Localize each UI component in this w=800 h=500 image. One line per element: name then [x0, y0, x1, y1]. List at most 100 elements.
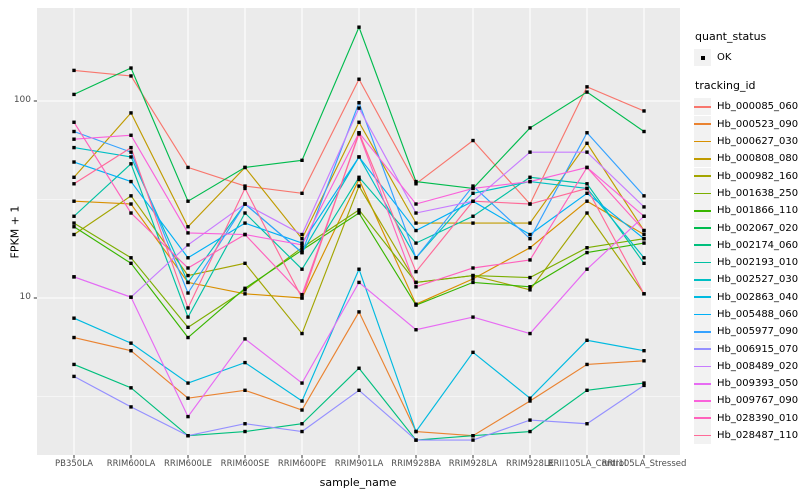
- data-point: [471, 138, 475, 143]
- legend-key: [694, 375, 711, 393]
- x-tick-label: RRIM600LA: [106, 459, 156, 469]
- legend-item-label: Hb_028390_010: [717, 412, 799, 424]
- x-tick-label: RRIM600PE: [277, 459, 327, 469]
- legend-item-Hb_002527_030: Hb_002527_030: [694, 271, 799, 289]
- data-point: [585, 250, 589, 255]
- legend-item-Hb_006915_070: Hb_006915_070: [694, 340, 798, 358]
- legend-key: [694, 392, 711, 410]
- data-point: [72, 120, 76, 124]
- x-tick-label: RRIM928BA: [391, 459, 441, 469]
- data-point: [129, 155, 133, 159]
- data-point: [642, 381, 646, 385]
- data-point: [129, 211, 133, 215]
- data-point: [357, 155, 361, 159]
- legend-key: [694, 150, 711, 168]
- data-point: [357, 208, 361, 212]
- legend-item-label: Hb_002527_030: [717, 274, 799, 286]
- legend-item-Hb_009767_090: Hb_009767_090: [694, 392, 798, 410]
- data-point: [243, 360, 247, 365]
- data-point: [585, 362, 589, 367]
- data-point: [186, 291, 190, 295]
- data-point: [243, 186, 247, 191]
- data-point: [300, 408, 304, 412]
- legend-line-swatch: [694, 261, 711, 264]
- data-point: [129, 349, 133, 353]
- data-point: [243, 184, 247, 188]
- legend-item-label: Hb_000627_030: [717, 136, 799, 148]
- legend-item-label: Hb_008489_020: [717, 360, 799, 372]
- data-point: [72, 214, 76, 218]
- legend-key: [694, 427, 711, 445]
- legend-line-swatch: [694, 244, 711, 247]
- legend-item-Hb_028487_110: Hb_028487_110: [694, 427, 798, 445]
- data-point: [300, 232, 304, 237]
- legend-key: [694, 115, 711, 133]
- legend-line-swatch: [694, 123, 711, 126]
- data-point: [585, 191, 589, 195]
- legend-item-Hb_001638_250: Hb_001638_250: [694, 184, 799, 202]
- legend-key: [694, 323, 711, 341]
- legend-item-Hb_002174_060: Hb_002174_060: [694, 236, 798, 254]
- data-point: [300, 246, 304, 250]
- legend-item-label: Hb_000523_090: [717, 118, 799, 130]
- data-point: [642, 228, 646, 233]
- legend-line-swatch: [694, 365, 711, 368]
- data-point: [243, 202, 247, 206]
- legend-key: [694, 357, 711, 375]
- data-point: [243, 261, 247, 266]
- data-point: [528, 202, 532, 206]
- data-point: [72, 221, 76, 225]
- data-point: [357, 131, 361, 135]
- data-point: [585, 246, 589, 250]
- data-point: [357, 175, 361, 179]
- legend-line-swatch: [694, 330, 711, 333]
- data-point: [414, 280, 418, 285]
- data-point: [585, 388, 589, 392]
- data-point: [414, 228, 418, 233]
- data-point: [357, 211, 361, 215]
- x-axis-title: sample_name: [319, 476, 397, 489]
- legend-key: [694, 167, 711, 185]
- legend-line-swatch: [694, 192, 711, 195]
- legend-key: [694, 202, 711, 220]
- legend-item-Hb_000523_090: Hb_000523_090: [694, 115, 799, 133]
- data-point: [300, 236, 304, 241]
- data-point: [471, 350, 475, 355]
- legend-item-label: Hb_001638_250: [717, 187, 799, 199]
- data-point: [129, 261, 133, 266]
- y-tick-label: 10: [19, 292, 31, 302]
- legend-item-Hb_009393_050: Hb_009393_050: [694, 375, 798, 393]
- legend-line-swatch: [694, 157, 711, 160]
- data-point: [414, 269, 418, 274]
- data-point: [300, 243, 304, 247]
- data-point: [186, 335, 190, 340]
- data-point: [471, 221, 475, 225]
- data-point: [528, 275, 532, 280]
- data-point: [129, 133, 133, 137]
- data-point: [72, 374, 76, 379]
- legend-item-label: Hb_005488_060: [717, 309, 799, 320]
- legend-key: [694, 254, 711, 272]
- legend-item-label: Hb_002193_010: [717, 257, 799, 269]
- legend-line-swatch: [694, 400, 711, 402]
- legend-line-swatch: [694, 175, 711, 177]
- data-point: [528, 179, 532, 184]
- data-point: [186, 243, 190, 247]
- data-point: [642, 383, 646, 388]
- x-tick-label: RRII105LA_Control: [547, 459, 627, 469]
- legend-key: [694, 340, 711, 358]
- data-point: [528, 175, 532, 179]
- x-tick-label: RRIM600LE: [164, 459, 212, 469]
- data-point: [642, 359, 646, 363]
- legend-item-label: Hb_001866_110: [717, 205, 799, 217]
- legend-key: [694, 271, 711, 289]
- data-point: [414, 182, 418, 186]
- data-point: [129, 202, 133, 206]
- data-point: [243, 221, 247, 225]
- data-point: [186, 381, 190, 385]
- data-point: [528, 418, 532, 422]
- legend-line-swatch: [694, 209, 711, 212]
- data-point: [585, 186, 589, 191]
- legend-line-swatch: [694, 313, 711, 316]
- data-point: [471, 266, 475, 270]
